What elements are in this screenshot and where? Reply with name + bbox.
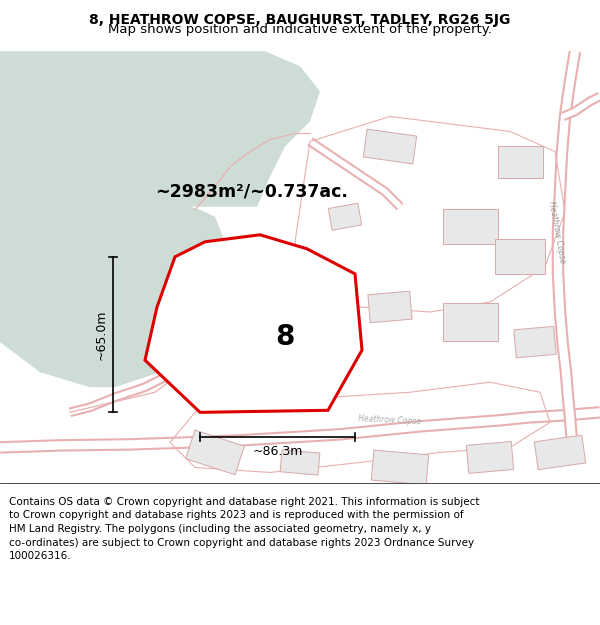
Text: ~86.3m: ~86.3m [253,445,302,458]
Text: Contains OS data © Crown copyright and database right 2021. This information is : Contains OS data © Crown copyright and d… [9,497,479,561]
Polygon shape [443,209,497,244]
Polygon shape [145,235,362,412]
Text: Map shows position and indicative extent of the property.: Map shows position and indicative extent… [108,23,492,36]
Polygon shape [534,435,586,469]
Text: ~65.0m: ~65.0m [95,309,107,360]
Text: 8: 8 [275,323,295,351]
Text: 8, HEATHROW COPSE, BAUGHURST, TADLEY, RG26 5JG: 8, HEATHROW COPSE, BAUGHURST, TADLEY, RG… [89,12,511,27]
Polygon shape [514,326,556,358]
Polygon shape [185,430,244,475]
Polygon shape [443,303,497,341]
Polygon shape [0,51,320,388]
Polygon shape [280,450,320,475]
Polygon shape [368,291,412,323]
Polygon shape [371,450,429,485]
Polygon shape [363,129,417,164]
Text: ~2983m²/~0.737ac.: ~2983m²/~0.737ac. [155,182,348,201]
Polygon shape [0,207,600,532]
Polygon shape [328,203,362,230]
Polygon shape [466,441,514,473]
Polygon shape [495,239,545,274]
Text: Heathrow Copse: Heathrow Copse [547,200,567,264]
Text: Heathrow Copse: Heathrow Copse [358,414,422,426]
Polygon shape [497,146,542,177]
